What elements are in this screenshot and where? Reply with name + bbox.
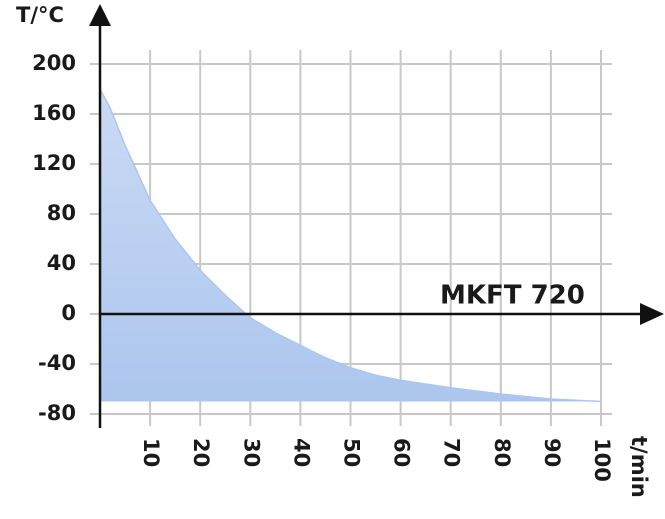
grid [90, 50, 612, 426]
x-axis-label: t/min [627, 436, 651, 498]
y-tick-label: 120 [32, 151, 76, 175]
curve [99, 88, 602, 403]
x-tick-label: 70 [440, 438, 464, 467]
x-tick-label: 100 [590, 438, 614, 482]
x-tick-label: 80 [490, 438, 514, 467]
y-axis-arrow [89, 4, 111, 26]
x-tick-label: 50 [340, 438, 364, 467]
y-tick-label: -80 [38, 401, 76, 425]
y-tick-label: 200 [32, 51, 76, 75]
y-axis-label: T/°C [16, 3, 64, 27]
x-tick-label: 60 [390, 438, 414, 467]
area-layer [99, 88, 602, 403]
x-tick-label: 40 [289, 438, 313, 467]
y-tick-label: 80 [47, 201, 76, 225]
area-highlight [100, 89, 601, 402]
annotation: MKFT 720 [440, 281, 585, 311]
y-tick-label: 0 [61, 301, 76, 325]
x-tick-label: 10 [139, 438, 163, 467]
axes [89, 4, 664, 428]
x-tick-label: 20 [189, 438, 213, 467]
y-tick-label: -40 [38, 351, 76, 375]
x-tick-label: 30 [239, 438, 263, 467]
y-tick-label: 40 [47, 251, 76, 275]
y-tick-label: 160 [32, 101, 76, 125]
x-axis-arrow [640, 303, 664, 325]
x-tick-label: 90 [540, 438, 564, 467]
